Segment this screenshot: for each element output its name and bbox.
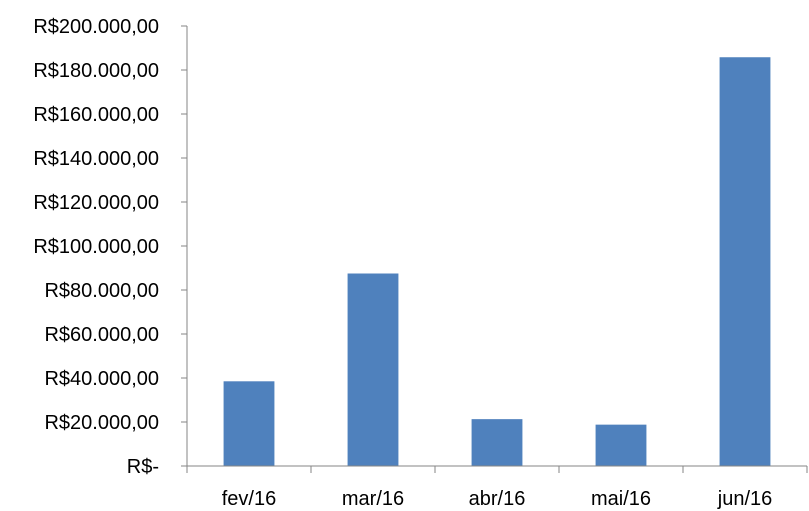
y-tick-label: R$80.000,00 [44, 280, 159, 302]
y-tick-label: R$20.000,00 [44, 412, 159, 434]
bar-jun-16 [719, 57, 771, 467]
bar-abr-16 [471, 419, 523, 466]
x-tick-label: fev/16 [222, 488, 276, 510]
y-tick-label: R$120.000,00 [33, 192, 159, 214]
y-axis-tick-labels: R$- R$20.000,00 R$40.000,00 R$60.000,00 R$80… [33, 16, 159, 478]
bars [223, 57, 771, 467]
y-tick-label: R$100.000,00 [33, 236, 159, 258]
y-tick-label: R$40.000,00 [44, 368, 159, 390]
x-tick-label: abr/16 [469, 488, 526, 510]
y-tick-label: R$60.000,00 [44, 324, 159, 346]
y-tick-label: R$180.000,00 [33, 60, 159, 82]
bar-mai-16 [595, 424, 647, 466]
y-tick-label: R$200.000,00 [33, 16, 159, 38]
x-tick-label: jun/16 [717, 488, 773, 510]
y-tick-label: R$160.000,00 [33, 104, 159, 126]
x-tick-label: mar/16 [342, 488, 404, 510]
bar-mar-16 [347, 273, 399, 466]
bar-fev-16 [223, 381, 275, 466]
y-tick-label: R$140.000,00 [33, 148, 159, 170]
y-axis-tick-marks [181, 25, 187, 467]
x-tick-label: mai/16 [591, 488, 651, 510]
y-tick-label: R$- [127, 456, 159, 478]
x-axis-tick-marks [186, 466, 808, 473]
x-axis-tick-labels: fev/16 mar/16 abr/16 mai/16 jun/16 [222, 488, 772, 510]
